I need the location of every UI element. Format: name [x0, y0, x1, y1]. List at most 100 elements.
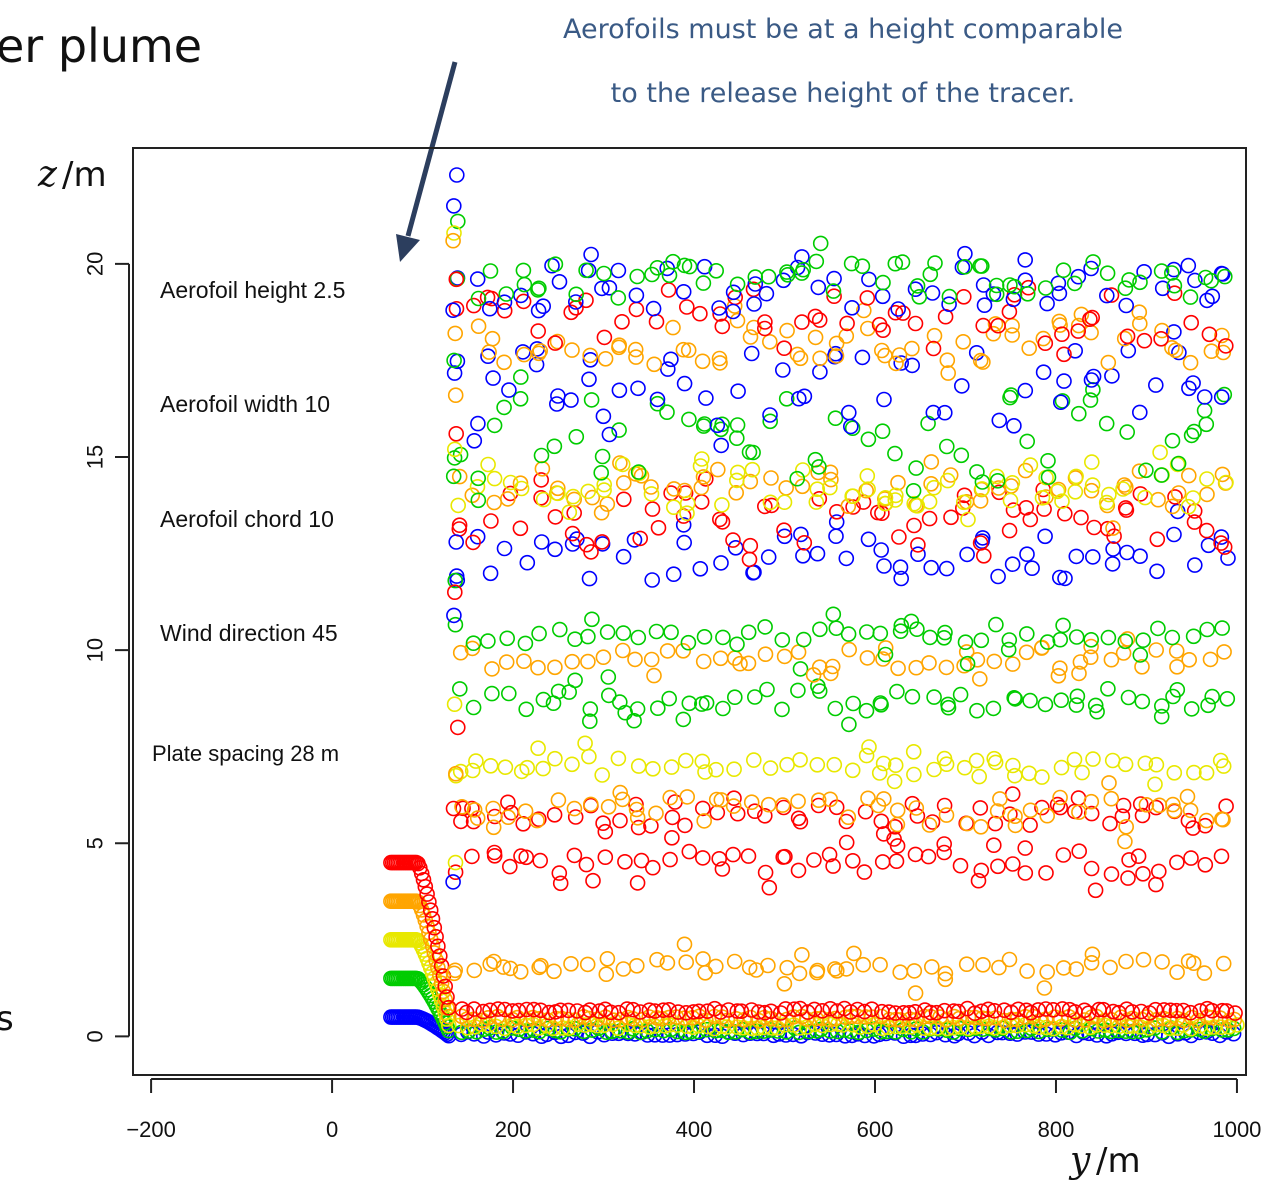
- data-point: [1227, 1005, 1243, 1021]
- data-point: [939, 352, 956, 369]
- data-point: [525, 1001, 542, 1018]
- data-point: [530, 811, 547, 828]
- data-point: [446, 607, 462, 624]
- data-point: [582, 351, 599, 368]
- data-point: [936, 844, 953, 861]
- data-point: [887, 757, 904, 774]
- data-point: [762, 413, 779, 430]
- data-point: [1022, 692, 1038, 709]
- data-point: [907, 985, 924, 1001]
- data-point: [1001, 951, 1018, 968]
- data-point: [675, 642, 692, 659]
- data-point: [812, 235, 829, 252]
- data-point: [1005, 291, 1022, 308]
- data-point: [821, 846, 838, 863]
- data-point: [681, 258, 698, 275]
- data-point: [959, 546, 975, 563]
- data-point: [1198, 416, 1215, 433]
- data-point: [906, 963, 923, 979]
- data-point: [455, 800, 471, 817]
- data-point: [1213, 529, 1230, 545]
- data-point: [809, 545, 826, 562]
- data-point: [719, 1019, 735, 1035]
- data-point: [840, 498, 857, 515]
- parameter-labels: Aerofoil height 2.5 Aerofoil width 10 Ae…: [152, 277, 345, 766]
- data-point: [1201, 326, 1218, 343]
- data-point: [709, 461, 726, 478]
- data-point: [729, 417, 746, 433]
- data-point: [615, 475, 632, 491]
- data-point: [927, 255, 943, 271]
- data-point: [1167, 342, 1184, 359]
- data-point: [1031, 1023, 1047, 1040]
- data-point: [1185, 628, 1202, 645]
- data-point: [530, 302, 547, 319]
- data-point: [516, 653, 532, 670]
- data-point: [779, 756, 795, 773]
- data-point: [431, 948, 448, 964]
- data-point: [1183, 427, 1200, 444]
- data-point: [496, 399, 512, 416]
- data-point: [1100, 354, 1117, 371]
- data-point: [859, 468, 876, 484]
- data-point: [692, 305, 708, 322]
- data-point: [451, 468, 468, 485]
- data-point: [611, 694, 628, 710]
- data-point: [1169, 681, 1186, 698]
- data-point: [744, 461, 761, 478]
- data-point: [1039, 964, 1055, 980]
- data-point: [809, 756, 826, 773]
- data-point: [519, 759, 536, 776]
- data-point: [941, 288, 958, 305]
- data-point: [796, 388, 813, 405]
- data-point: [937, 965, 954, 982]
- data-point: [517, 803, 534, 820]
- data-point: [1068, 468, 1084, 485]
- data-point: [1040, 452, 1056, 469]
- data-point: [445, 232, 461, 249]
- data-point: [1102, 959, 1118, 976]
- data-point: [875, 826, 892, 842]
- data-point: [762, 760, 779, 776]
- data-point: [1148, 642, 1164, 658]
- data-point: [447, 572, 464, 589]
- data-point: [475, 1003, 492, 1020]
- data-point: [906, 517, 922, 534]
- data-point: [907, 315, 924, 332]
- data-point: [1052, 317, 1068, 333]
- data-point: [858, 624, 875, 640]
- data-point: [516, 346, 532, 363]
- data-point: [790, 862, 807, 879]
- data-point: [728, 430, 745, 447]
- data-point: [920, 415, 936, 432]
- data-point: [696, 258, 713, 275]
- data-point: [845, 488, 861, 505]
- data-point: [924, 814, 941, 830]
- data-point: [1132, 315, 1148, 332]
- data-point: [1100, 629, 1117, 646]
- data-point: [1055, 262, 1072, 279]
- data-point: [437, 991, 454, 1008]
- data-point: [774, 362, 791, 378]
- data-point: [876, 558, 892, 574]
- data-point: [892, 623, 909, 640]
- data-point: [532, 852, 549, 869]
- data-point: [1034, 489, 1051, 506]
- data-point: [923, 959, 940, 975]
- data-point: [600, 798, 617, 815]
- data-point: [1118, 953, 1134, 970]
- data-point: [1022, 457, 1039, 473]
- data-point: [1169, 964, 1185, 981]
- data-point: [531, 280, 547, 297]
- data-point: [448, 425, 465, 442]
- data-point: [495, 959, 512, 975]
- data-point: [470, 318, 487, 335]
- data-point: [454, 1001, 470, 1017]
- data-point: [873, 542, 890, 558]
- data-point: [872, 695, 889, 711]
- data-point: [747, 276, 764, 292]
- data-point: [1084, 309, 1100, 326]
- data-point: [974, 474, 991, 490]
- data-point: [628, 301, 645, 318]
- data-point: [551, 621, 568, 638]
